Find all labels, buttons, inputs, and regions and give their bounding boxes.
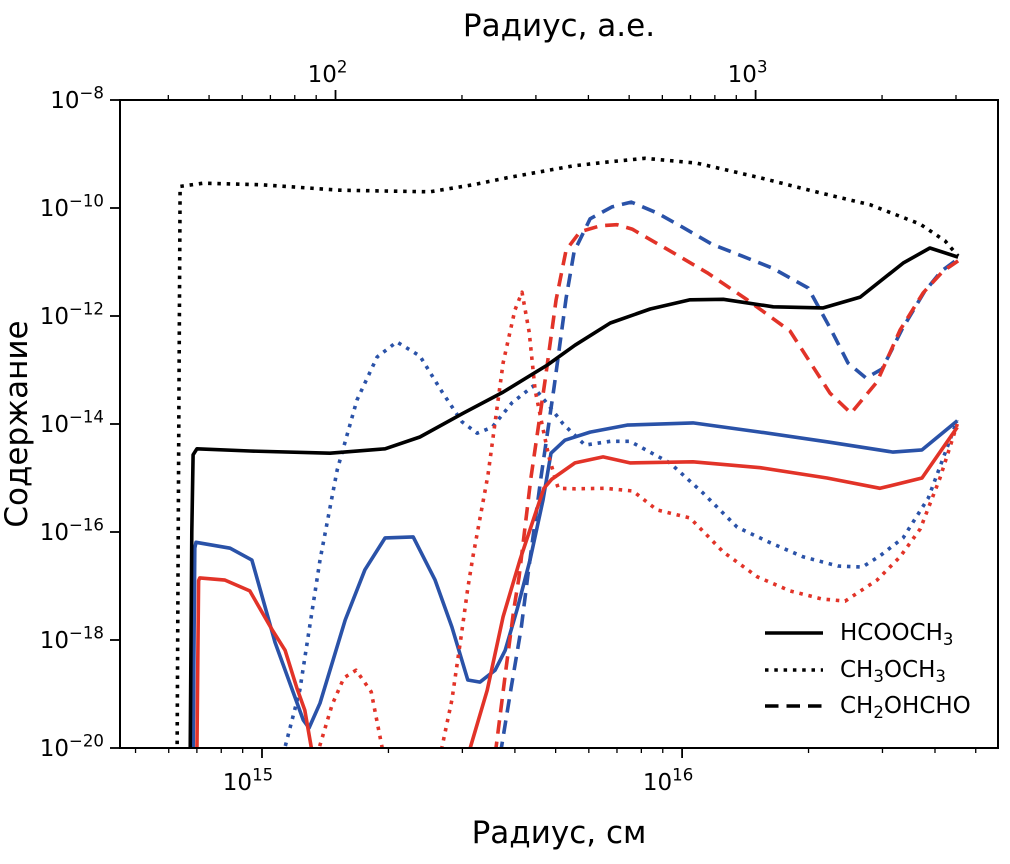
curve-HCOOCH3-blue-solid bbox=[191, 419, 959, 748]
curve-CH3OCH3-red-dotted bbox=[317, 290, 960, 748]
curve-CH3OCH3-blue-dotted bbox=[282, 340, 959, 748]
x-tick-label: 1015 bbox=[223, 765, 273, 796]
x-top-tick-label: 102 bbox=[308, 57, 348, 88]
y-tick-label: 10−8 bbox=[50, 83, 104, 114]
x-top-tick-label: 103 bbox=[728, 57, 768, 88]
top-axis-title: Радиус, а.е. bbox=[463, 8, 655, 44]
y-tick-label: 10−18 bbox=[40, 623, 104, 654]
y-tick-label: 10−20 bbox=[40, 731, 104, 762]
curves bbox=[175, 156, 960, 748]
curve-HCOOCH3-black-solid bbox=[188, 246, 959, 748]
legend: HCOOCH3 CH3OCH3 CH2OHCHO bbox=[765, 620, 971, 722]
y-tick-label: 10−14 bbox=[40, 407, 104, 438]
curve-HCOOCH3-red-solid bbox=[195, 426, 959, 748]
x-tick-label: 1016 bbox=[643, 765, 693, 796]
plot-frame bbox=[119, 99, 999, 749]
legend-label-solid: HCOOCH3 bbox=[840, 620, 953, 649]
bottom-axis-label: Радиус, см bbox=[472, 815, 647, 851]
y-tick-label: 10−10 bbox=[40, 191, 104, 222]
curve-CH3OCH3-black-dotted bbox=[175, 156, 960, 748]
legend-label-dotted: CH3OCH3 bbox=[840, 657, 946, 686]
y-tick-label: 10−16 bbox=[40, 515, 104, 546]
legend-label-dashed: CH2OHCHO bbox=[840, 693, 971, 722]
y-axis-label: Содержание bbox=[0, 320, 35, 527]
plot-area: 1015 1016 102 103 10−8 10−10 10−12 10−14 10−16 10… bbox=[40, 57, 999, 796]
y-tick-label: 10−12 bbox=[40, 299, 104, 330]
axis-ticks bbox=[110, 90, 977, 758]
axis-tick-labels: 1015 1016 102 103 10−8 10−10 10−12 10−14 10−16 10… bbox=[40, 57, 768, 796]
curve-CH2OHCHO-red-dashed bbox=[494, 222, 960, 748]
